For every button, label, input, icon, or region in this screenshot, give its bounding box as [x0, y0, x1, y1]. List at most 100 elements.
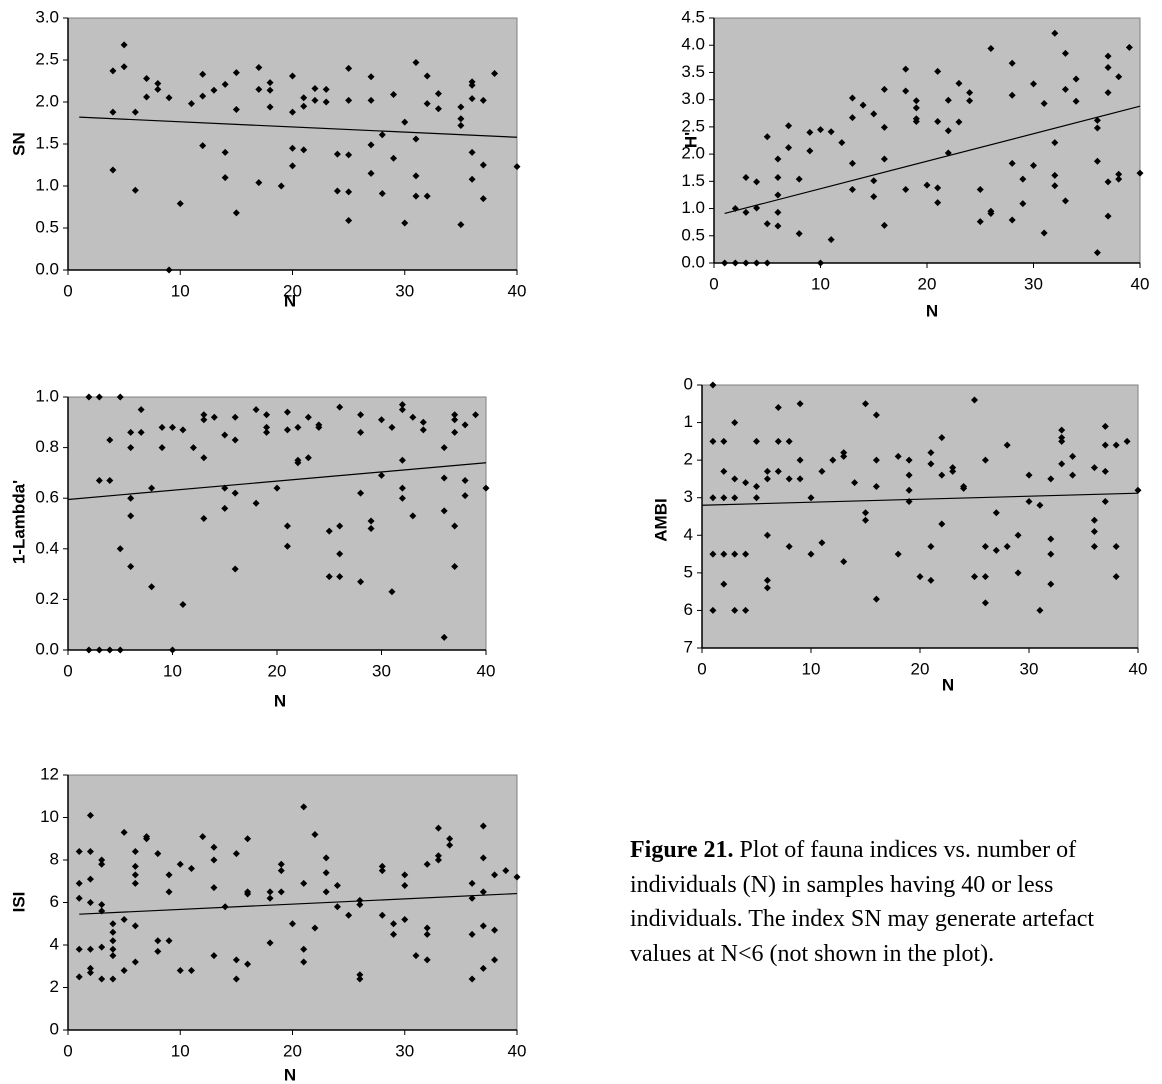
- point: [266, 894, 274, 902]
- point: [479, 161, 487, 169]
- x-axis-label: N: [926, 301, 938, 320]
- point: [412, 192, 420, 200]
- point: [289, 162, 296, 170]
- point: [870, 177, 878, 185]
- point: [731, 419, 739, 427]
- point: [322, 98, 330, 106]
- trend-line: [79, 892, 518, 915]
- point: [148, 484, 156, 492]
- point: [398, 484, 406, 492]
- point: [231, 565, 239, 573]
- y-tick-label: 4: [50, 934, 59, 953]
- x-axis-label: N: [284, 1065, 296, 1084]
- point: [1093, 124, 1101, 132]
- point: [289, 72, 296, 80]
- point: [255, 85, 263, 93]
- point: [401, 882, 409, 889]
- point: [98, 856, 106, 864]
- point: [862, 400, 869, 408]
- point: [322, 85, 330, 93]
- point: [266, 86, 274, 94]
- point: [468, 975, 476, 983]
- point: [75, 879, 83, 887]
- point: [774, 222, 782, 230]
- point: [106, 646, 114, 654]
- point: [1025, 471, 1033, 479]
- point: [221, 504, 229, 512]
- point: [75, 945, 83, 953]
- caption-label: Figure 21.: [630, 837, 734, 863]
- point: [491, 69, 499, 77]
- point: [1101, 441, 1109, 449]
- point: [709, 437, 717, 445]
- point: [848, 94, 856, 102]
- point: [419, 426, 427, 434]
- point: [934, 117, 942, 125]
- point: [127, 428, 135, 436]
- point: [840, 449, 848, 457]
- point: [179, 600, 187, 608]
- trend-line: [79, 116, 518, 138]
- point: [720, 550, 728, 558]
- point: [98, 943, 106, 951]
- point: [720, 437, 728, 445]
- point: [120, 967, 128, 974]
- plot-area: [67, 17, 518, 271]
- point: [345, 96, 353, 104]
- point: [992, 546, 1000, 554]
- y-tick-label: 0.0: [681, 252, 705, 271]
- point: [277, 182, 285, 190]
- point: [434, 105, 442, 113]
- point: [862, 509, 869, 517]
- x-tick-label: 0: [63, 281, 72, 300]
- point: [1136, 169, 1144, 177]
- point: [938, 471, 946, 479]
- point: [785, 543, 793, 551]
- point: [806, 128, 814, 136]
- point: [796, 400, 804, 408]
- point: [131, 186, 139, 194]
- point: [862, 516, 869, 524]
- point: [949, 467, 957, 475]
- x-tick-label: 30: [395, 1041, 414, 1060]
- point: [774, 437, 782, 445]
- point: [109, 975, 117, 983]
- point: [109, 945, 117, 953]
- point: [210, 884, 218, 892]
- point: [971, 573, 978, 581]
- point: [419, 418, 427, 426]
- point: [1047, 475, 1055, 483]
- point: [336, 550, 344, 558]
- point: [457, 221, 465, 229]
- point: [398, 494, 406, 502]
- point: [927, 460, 935, 468]
- point: [176, 860, 184, 868]
- y-tick-label: 6: [684, 600, 693, 619]
- point: [1047, 580, 1055, 588]
- point: [938, 520, 946, 528]
- point: [304, 454, 312, 462]
- point: [1072, 97, 1080, 105]
- point: [356, 971, 364, 979]
- point: [143, 74, 151, 82]
- point: [1058, 437, 1066, 445]
- point: [1072, 75, 1080, 83]
- point: [870, 110, 878, 118]
- point: [440, 633, 448, 641]
- point: [927, 576, 935, 584]
- point: [1003, 543, 1011, 551]
- point: [872, 411, 880, 419]
- point: [273, 484, 281, 492]
- point: [838, 139, 846, 147]
- point: [127, 494, 135, 502]
- point: [479, 922, 487, 930]
- point: [479, 195, 487, 203]
- point: [300, 958, 308, 966]
- point: [289, 108, 296, 116]
- y-tick-label: 1.0: [35, 386, 59, 405]
- point: [1058, 426, 1066, 434]
- y-tick-label: 7: [684, 637, 693, 656]
- y-axis-label: SN: [9, 132, 28, 156]
- point: [120, 828, 128, 836]
- point: [187, 967, 195, 974]
